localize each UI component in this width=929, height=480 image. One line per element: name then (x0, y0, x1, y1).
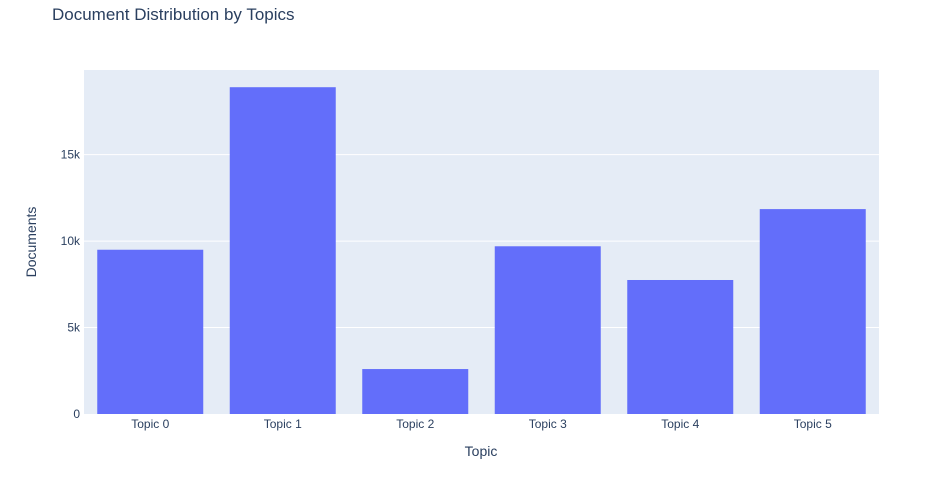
bar-topic-0[interactable] (97, 249, 204, 414)
bar-topic-5[interactable] (759, 209, 866, 414)
x-tick-label: Topic 0 (131, 417, 169, 431)
bars (97, 87, 866, 415)
gridlines (84, 154, 879, 329)
bar-topic-2[interactable] (362, 369, 469, 414)
y-axis-title: Documents (23, 207, 39, 278)
y-axis-ticks: 0 5k 10k 15k (61, 148, 81, 421)
x-tick-label: Topic 1 (264, 417, 302, 431)
y-tick-label: 5k (67, 321, 81, 335)
x-tick-label: Topic 3 (529, 417, 567, 431)
y-tick-label: 15k (61, 148, 81, 162)
x-tick-label: Topic 2 (396, 417, 434, 431)
bar-topic-4[interactable] (627, 279, 734, 414)
x-axis-title: Topic (465, 443, 498, 459)
x-tick-label: Topic 4 (661, 417, 699, 431)
bar-topic-3[interactable] (494, 246, 601, 414)
y-tick-label: 10k (61, 234, 81, 248)
x-tick-label: Topic 5 (794, 417, 832, 431)
bar-topic-1[interactable] (229, 87, 336, 415)
x-axis-ticks: Topic 0 Topic 1 Topic 2 Topic 3 Topic 4 Topic… (131, 417, 832, 431)
plot-area (84, 70, 879, 414)
chart-title: Document Distribution by Topics (52, 5, 295, 24)
y-tick-label: 0 (73, 407, 80, 421)
